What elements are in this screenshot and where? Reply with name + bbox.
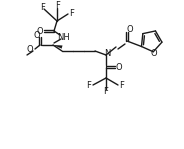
Text: F: F: [86, 82, 91, 90]
Text: NH: NH: [57, 32, 69, 42]
Text: O: O: [34, 31, 40, 41]
Text: F: F: [120, 82, 124, 90]
Text: F: F: [70, 10, 75, 18]
Text: O: O: [27, 45, 33, 55]
Text: O: O: [37, 27, 43, 35]
Text: F: F: [104, 87, 108, 97]
Text: N: N: [104, 49, 110, 59]
Text: F: F: [40, 3, 45, 11]
Text: O: O: [127, 25, 133, 35]
Text: O: O: [151, 49, 158, 58]
Text: F: F: [56, 1, 60, 10]
Polygon shape: [53, 45, 62, 48]
Text: O: O: [116, 62, 122, 72]
